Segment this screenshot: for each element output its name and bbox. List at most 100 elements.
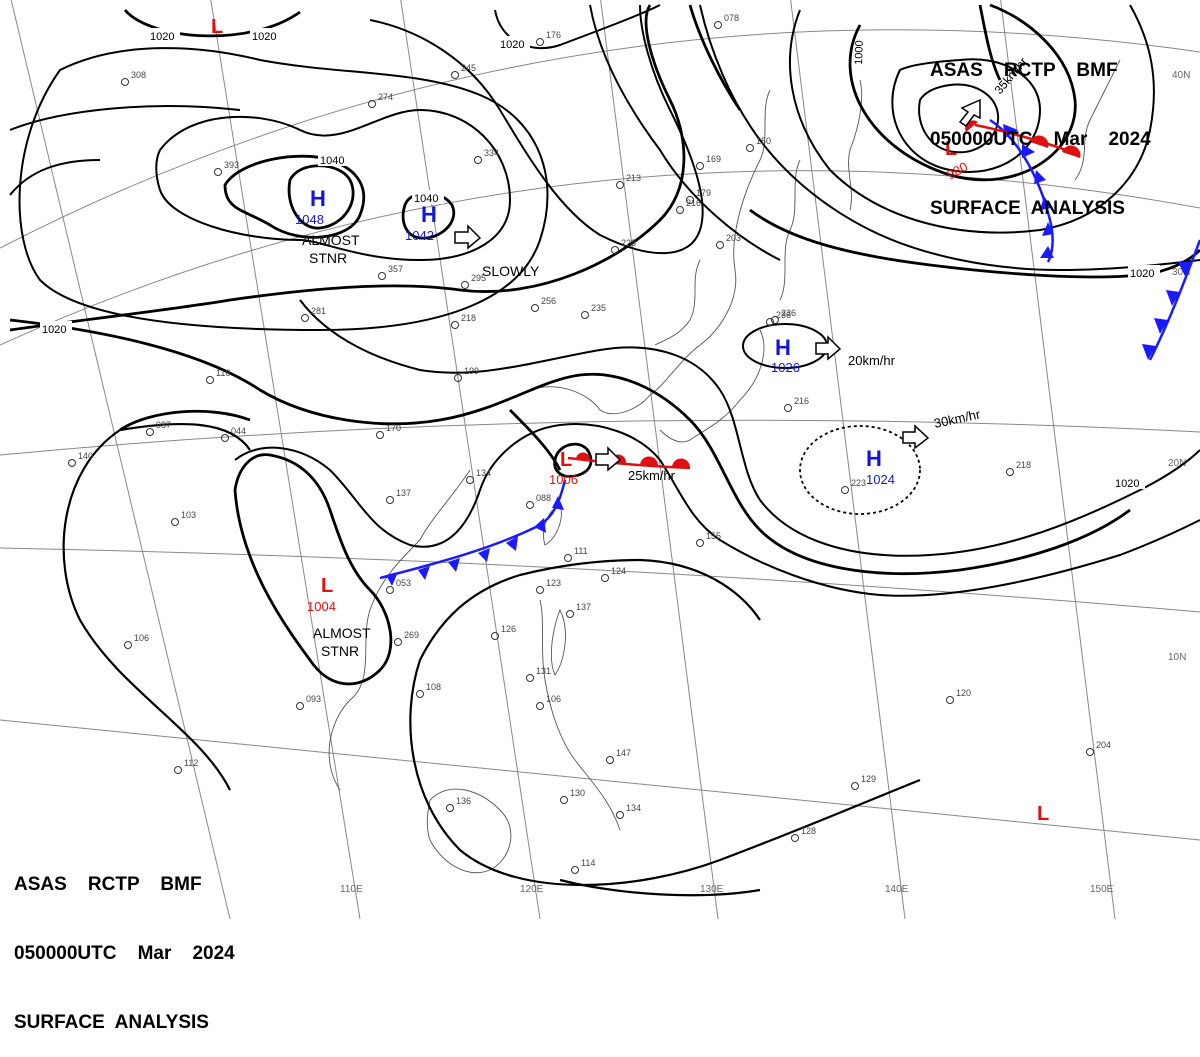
isobar <box>559 878 761 897</box>
station-pressure: 106 <box>134 633 149 643</box>
header-line: ASAS RCTP BMF <box>930 60 1118 81</box>
station-pressure: 124 <box>611 566 626 576</box>
station-circle <box>526 674 534 682</box>
station-circle <box>124 641 132 649</box>
station-circle <box>474 156 482 164</box>
low-pressure-symbol: L <box>1037 803 1049 825</box>
warm-front <box>567 120 1081 470</box>
warm-front-line <box>567 456 691 470</box>
isobar-label: 1040 <box>320 155 344 167</box>
movement-arrow <box>902 424 930 450</box>
station-circle <box>368 100 376 108</box>
lon-label: 110E <box>340 884 363 895</box>
station-pressure: 106 <box>546 694 561 704</box>
station-pressure: 093 <box>306 694 321 704</box>
movement-speed: 25km/hr <box>628 468 676 483</box>
station-pressure: 295 <box>471 273 486 283</box>
isobar-label: 1020 <box>500 39 524 51</box>
isobar <box>688 4 742 111</box>
station-circle <box>146 428 154 436</box>
isobar-label: 1020 <box>1130 268 1154 280</box>
isobar <box>749 208 1200 279</box>
cold-front-line <box>989 118 1054 263</box>
isobar <box>9 105 241 131</box>
isobar-labels: 1020 1020 1020 1020 1020 1020 1040 1040 … <box>40 28 1160 490</box>
station-circle <box>416 690 424 698</box>
japan-coastline <box>659 329 765 443</box>
longitude-line-140e <box>790 0 906 919</box>
isobar <box>9 4 686 332</box>
station-circle <box>560 796 568 804</box>
station-circle <box>461 281 469 289</box>
isobar <box>509 409 562 471</box>
station-circle <box>491 632 499 640</box>
station-circle <box>121 78 129 86</box>
borneo-coastline <box>426 788 512 874</box>
header-line: ASAS RCTP BMF <box>14 874 202 895</box>
movement-arrow <box>454 224 482 250</box>
philippines-coastline <box>539 599 621 831</box>
station-circle <box>1006 468 1014 476</box>
station-pressure: 134 <box>626 803 641 813</box>
station-circle <box>214 168 222 176</box>
station-circle <box>174 766 182 774</box>
isobar <box>369 4 704 255</box>
station-pressure: 204 <box>1096 740 1111 750</box>
station-circle <box>696 162 704 170</box>
isobar <box>123 9 301 38</box>
movement-note: STNR <box>309 250 347 266</box>
longitude-line-130e <box>600 0 719 919</box>
station-circle <box>536 38 544 46</box>
header-line: 050000UTC Mar 2024 <box>930 129 1151 150</box>
station-pressure: 137 <box>576 602 591 612</box>
isobar <box>553 442 593 478</box>
station-circle <box>784 404 792 412</box>
station-circle <box>378 272 386 280</box>
station-pressure: 126 <box>501 624 516 634</box>
isobar <box>223 154 366 239</box>
cold-front <box>379 118 1200 586</box>
isobar <box>848 3 1077 182</box>
sakhalin-coastline <box>848 79 863 211</box>
station-pressure: 987 <box>156 420 171 430</box>
movement-note: STNR <box>321 643 359 659</box>
station-circle <box>454 374 462 382</box>
movement-note: SLOWLY <box>482 263 540 279</box>
taiwan-coastline <box>543 504 562 546</box>
isobar <box>978 4 1002 81</box>
longitude-line-120e <box>400 0 541 919</box>
station-circle <box>571 866 579 874</box>
latitude-line-20n <box>0 419 1200 456</box>
movement-arrows <box>454 98 981 472</box>
station-pressure: 111 <box>574 546 588 556</box>
station-pressure: 103 <box>181 510 196 520</box>
station-circle <box>451 71 459 79</box>
isobar-label: 1020 <box>252 31 276 43</box>
station-circle <box>851 782 859 790</box>
station-pressure: 123 <box>546 578 561 588</box>
station-pressure: 216 <box>686 198 701 208</box>
lat-label: 40N <box>1172 70 1190 81</box>
lon-label: 130E <box>700 884 724 895</box>
isobar <box>419 558 761 661</box>
station-circle <box>536 702 544 710</box>
movement-arrow <box>815 335 842 361</box>
station-circle <box>68 459 76 467</box>
latitude-line-30n <box>0 170 1200 346</box>
movement-note: ALMOST <box>313 625 371 641</box>
cold-front-line <box>1148 239 1200 361</box>
station-pressure: 116 <box>216 368 230 378</box>
high-pressure-symbol: H <box>310 186 326 211</box>
isobar <box>62 429 231 791</box>
isobar <box>891 58 1042 173</box>
kamchatka-coastline <box>1074 59 1121 181</box>
longitude-line-100e <box>10 0 231 919</box>
station-circle <box>531 304 539 312</box>
asia-coastline <box>529 89 771 415</box>
high-pressure-value: 1042 <box>405 228 434 243</box>
longitude-line-110e <box>210 0 361 919</box>
station-pressure: 088 <box>536 493 551 503</box>
station-pressure: 357 <box>388 264 403 274</box>
indochina-coastline <box>328 469 471 791</box>
station-circle <box>301 314 309 322</box>
